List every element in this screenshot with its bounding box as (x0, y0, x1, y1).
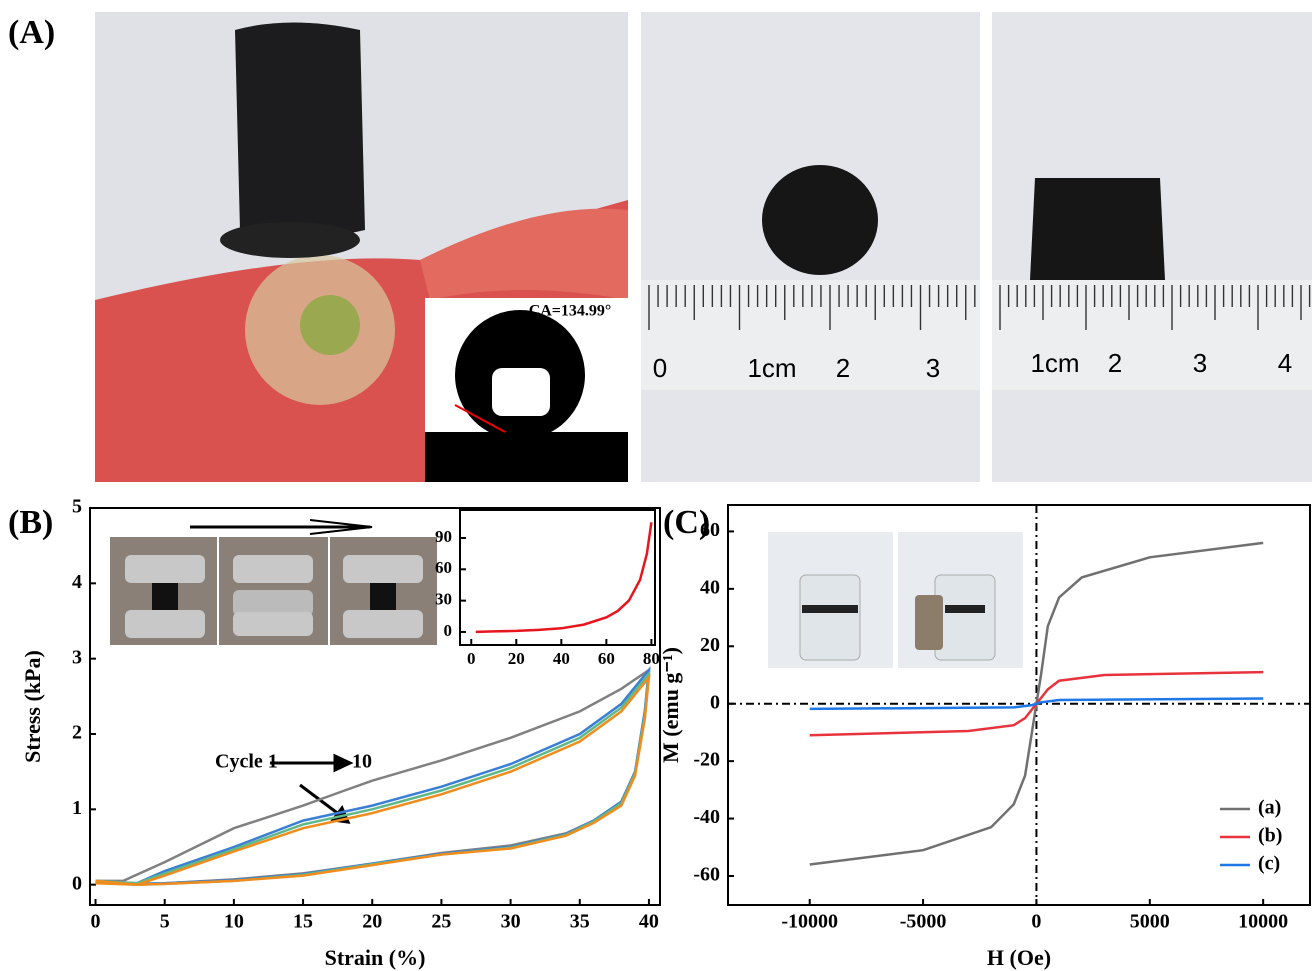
y-tick-label: 90 (435, 527, 452, 546)
y-tick-label: 60 (700, 519, 720, 541)
y-axis-title: Stress (kPa) (20, 650, 45, 763)
x-tick-label: -10000 (781, 911, 838, 933)
line-series (96, 674, 649, 885)
y-tick-label: 0 (710, 691, 720, 713)
x-tick-label: 40 (639, 911, 659, 933)
y-tick-label: 60 (435, 558, 452, 577)
y-tick-label: 0 (72, 872, 82, 894)
x-tick-label: 5 (160, 911, 170, 933)
photo-droplet: CA=134.99° (425, 298, 628, 482)
y-tick-label: 20 (700, 634, 720, 656)
ruler-label: 3 (926, 353, 940, 383)
x-tick-label: 15 (293, 911, 313, 933)
x-tick-label: 0 (467, 649, 476, 668)
inset-photos-compression (110, 520, 437, 645)
x-axis-title: Strain (%) (325, 945, 426, 970)
legend-label: (c) (1258, 853, 1280, 875)
y-tick-label: 3 (72, 646, 82, 668)
annotation: Cycle 1 (215, 751, 278, 773)
legend-label: (a) (1258, 797, 1281, 819)
x-tick-label: 5000 (1130, 911, 1170, 933)
x-tick-label: 10 (224, 911, 244, 933)
y-tick-label: -40 (693, 806, 720, 828)
plot-frame (460, 510, 655, 645)
x-tick-label: 30 (501, 911, 521, 933)
legend-label: (b) (1258, 825, 1282, 847)
line-series (96, 670, 649, 884)
y-tick-label: 1 (72, 797, 82, 819)
ruler-label: 1cm (747, 353, 796, 383)
x-tick-label: 10000 (1238, 911, 1288, 933)
y-tick-label: 4 (72, 571, 82, 593)
panel-label: (B) (8, 504, 53, 541)
x-tick-label: -5000 (900, 911, 947, 933)
y-tick-label: 5 (72, 496, 82, 518)
x-tick-label: 20 (508, 649, 525, 668)
x-axis-title: H (Oe) (987, 945, 1051, 970)
y-tick-label: 2 (72, 722, 82, 744)
annotation: 10 (352, 751, 372, 773)
figure: CA=134.99° 0 1cm 2 3 1cm 2 3 4 (A) (B) (… (0, 0, 1312, 971)
ruler-label: 2 (836, 353, 850, 383)
x-tick-label: 40 (553, 649, 570, 668)
ruler-label: 4 (1278, 348, 1292, 378)
inset-photos-magnet (768, 532, 1023, 668)
y-tick-label: 40 (700, 576, 720, 598)
panel-label: (A) (8, 14, 55, 51)
y-tick-label: -20 (693, 749, 720, 771)
ruler-label: 0 (653, 353, 667, 383)
x-tick-label: 35 (570, 911, 590, 933)
x-tick-label: 25 (431, 911, 451, 933)
x-tick-label: 0 (1031, 911, 1041, 933)
ruler-label: 3 (1193, 348, 1207, 378)
y-tick-label: 30 (435, 590, 452, 609)
photo-ruler-2: 1cm 2 3 4 (992, 12, 1312, 482)
x-tick-label: 20 (362, 911, 382, 933)
x-tick-label: 60 (598, 649, 615, 668)
ruler-label: 1cm (1030, 348, 1079, 378)
contact-angle: CA=134.99° (529, 303, 612, 320)
x-tick-label: 0 (91, 911, 101, 933)
photo-ruler-1: 0 1cm 2 3 (641, 12, 980, 482)
y-tick-label: -60 (693, 864, 720, 886)
line-series (96, 670, 649, 884)
ruler-label: 2 (1108, 348, 1122, 378)
y-axis-title: M (emu g⁻¹) (658, 647, 683, 763)
y-tick-label: 0 (444, 621, 453, 640)
